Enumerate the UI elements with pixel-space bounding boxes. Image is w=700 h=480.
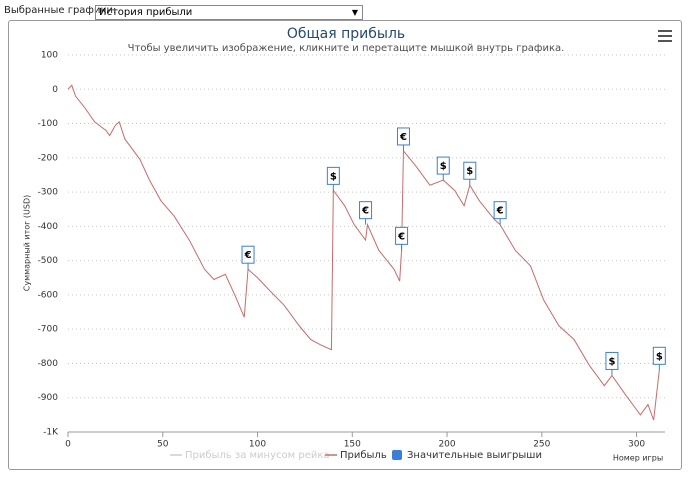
flag-box — [652, 346, 666, 365]
y-tick-label: -500 — [38, 256, 59, 266]
flag-box — [395, 226, 409, 245]
flag-box — [359, 201, 373, 220]
flag-box — [493, 201, 507, 220]
flag-symbol: $ — [330, 171, 337, 182]
flag-symbol: € — [361, 206, 369, 217]
x-axis-title: Номер игры — [613, 454, 663, 463]
select-arrow[interactable]: ▼ — [351, 8, 358, 17]
x-tick-label: 0 — [65, 440, 71, 450]
flag-marker: € — [395, 226, 409, 251]
flag-marker: $ — [436, 156, 450, 181]
y-axis-title: Суммарный итог (USD) — [23, 195, 32, 292]
x-tick-label: 250 — [533, 440, 550, 450]
flag-marker: $ — [463, 161, 477, 186]
chart-panel — [8, 20, 682, 470]
y-tick-label: 100 — [41, 51, 58, 61]
legend-label: Прибыль — [340, 450, 387, 461]
profit-line — [67, 84, 660, 421]
y-tick-label: -300 — [38, 188, 59, 198]
flag-box — [241, 245, 255, 264]
y-tick-label: -900 — [38, 393, 59, 403]
x-tick-label: 50 — [157, 440, 169, 450]
flag-box — [326, 166, 340, 185]
flag-box — [436, 156, 450, 175]
flag-marker: $ — [605, 351, 619, 376]
x-tick-label: 200 — [438, 440, 455, 450]
y-tick-label: -200 — [38, 153, 59, 163]
y-tick-label: -800 — [38, 359, 59, 369]
chart-select[interactable]: История прибыли ▼ — [95, 5, 363, 20]
flag-symbol: € — [496, 206, 504, 217]
flag-symbol: € — [399, 132, 407, 143]
chart-title: Общая прибыль — [287, 26, 405, 42]
flag-box — [396, 127, 410, 146]
x-tick-label: 150 — [344, 440, 361, 450]
flag-marker: € — [359, 201, 373, 225]
flag-symbol: $ — [608, 356, 615, 367]
select-value: История прибыли — [99, 7, 193, 18]
flag-marker: € — [396, 127, 410, 151]
flag-symbol: € — [244, 250, 252, 261]
flag-box — [605, 351, 619, 370]
y-tick-label: -100 — [38, 119, 59, 129]
legend-label: Значительные выигрыши — [407, 450, 542, 461]
flag-box — [463, 161, 477, 180]
flag-marker: $ — [326, 166, 340, 191]
x-tick-label: 100 — [249, 440, 266, 450]
flag-marker: € — [241, 245, 255, 270]
legend-symbol — [392, 450, 402, 460]
legend-label: Прибыль за минусом рейка — [185, 450, 330, 461]
x-tick-label: 300 — [628, 440, 645, 450]
y-tick-label: 0 — [52, 85, 58, 95]
flag-symbol: € — [397, 231, 405, 242]
menu-icon[interactable] — [658, 30, 672, 42]
y-tick-label: -700 — [38, 325, 59, 335]
flag-symbol: $ — [466, 166, 473, 177]
y-tick-label: -600 — [38, 290, 59, 300]
flag-marker: € — [493, 201, 507, 225]
flag-symbol: $ — [440, 161, 447, 172]
y-tick-label: -400 — [38, 222, 59, 232]
flag-marker: $ — [652, 346, 666, 371]
y-tick-label: -1K — [43, 428, 59, 438]
chart-subtitle: Чтобы увеличить изображение, кликните и … — [128, 43, 565, 54]
flag-symbol: $ — [656, 351, 663, 362]
filter-label: Выбранные графики: — [4, 5, 117, 16]
